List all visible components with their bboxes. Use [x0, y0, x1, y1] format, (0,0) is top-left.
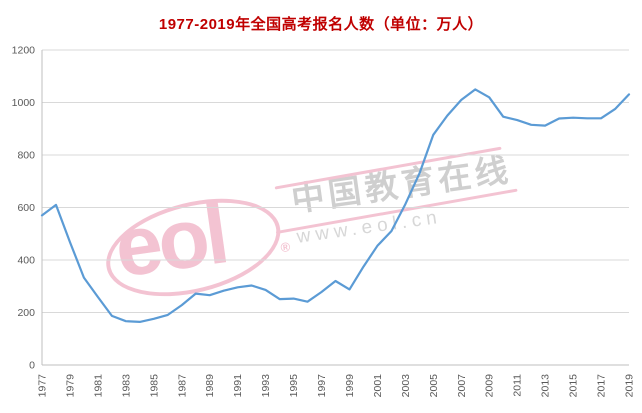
data-line-series [40, 88, 631, 323]
x-axis-tick-label: 1991 [232, 374, 244, 398]
x-axis-tick-label: 2003 [400, 374, 412, 398]
x-axis-tick-label: 1977 [37, 374, 49, 398]
y-axis-tick-label: 200 [17, 307, 35, 319]
x-axis-tick-label: 1987 [176, 374, 188, 398]
y-axis-tick-label: 0 [29, 360, 35, 372]
x-axis-tick-label: 2005 [428, 374, 440, 398]
x-axis-tick-label: 1989 [204, 374, 216, 398]
x-axis-tick-label: 1995 [288, 374, 300, 398]
line-chart: 0 200 400 600 800 1000 1200 1977 1979 1981 1983 198… [12, 45, 636, 398]
x-axis-tick-label: 2015 [568, 374, 580, 398]
x-axis-tick-label: 2019 [624, 374, 636, 398]
y-axis-tick-label: 800 [17, 150, 35, 162]
x-axis-tick-label: 1993 [260, 374, 272, 398]
x-axis-tick-label: 2017 [596, 374, 608, 398]
y-axis-tick-label: 600 [17, 202, 35, 214]
x-axis-tick-label: 2013 [540, 374, 552, 398]
x-axis-tick-label: 1985 [148, 374, 160, 398]
x-axis-tick-label: 2011 [512, 374, 524, 397]
chart-title: 1977-2019年全国高考报名人数（单位：万人） [158, 16, 484, 33]
y-axis-tick-label: 1000 [12, 97, 36, 109]
x-axis-tick-label: 1979 [64, 374, 76, 398]
x-axis-tick-label: 1981 [92, 374, 104, 398]
y-axis-tick-label: 400 [17, 255, 35, 267]
y-axis-tick-label: 1200 [12, 45, 36, 57]
x-axis-tick-label: 2007 [456, 374, 468, 398]
x-axis-tick-label: 2009 [484, 374, 496, 398]
x-axis-tick-label: 2001 [372, 374, 384, 398]
x-axis-tick-label: 1983 [120, 374, 132, 398]
x-axis-tick-label: 1997 [316, 374, 328, 398]
x-axis-tick-label: 1999 [344, 374, 356, 398]
